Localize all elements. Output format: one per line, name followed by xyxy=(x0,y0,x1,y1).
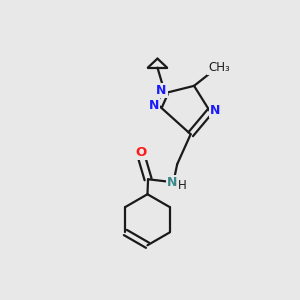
Text: N: N xyxy=(210,104,220,117)
Text: H: H xyxy=(178,179,187,192)
Text: N: N xyxy=(149,99,159,112)
Text: CH₃: CH₃ xyxy=(208,61,230,74)
Text: O: O xyxy=(136,146,147,159)
Text: N: N xyxy=(156,84,167,97)
Text: N: N xyxy=(167,176,177,189)
